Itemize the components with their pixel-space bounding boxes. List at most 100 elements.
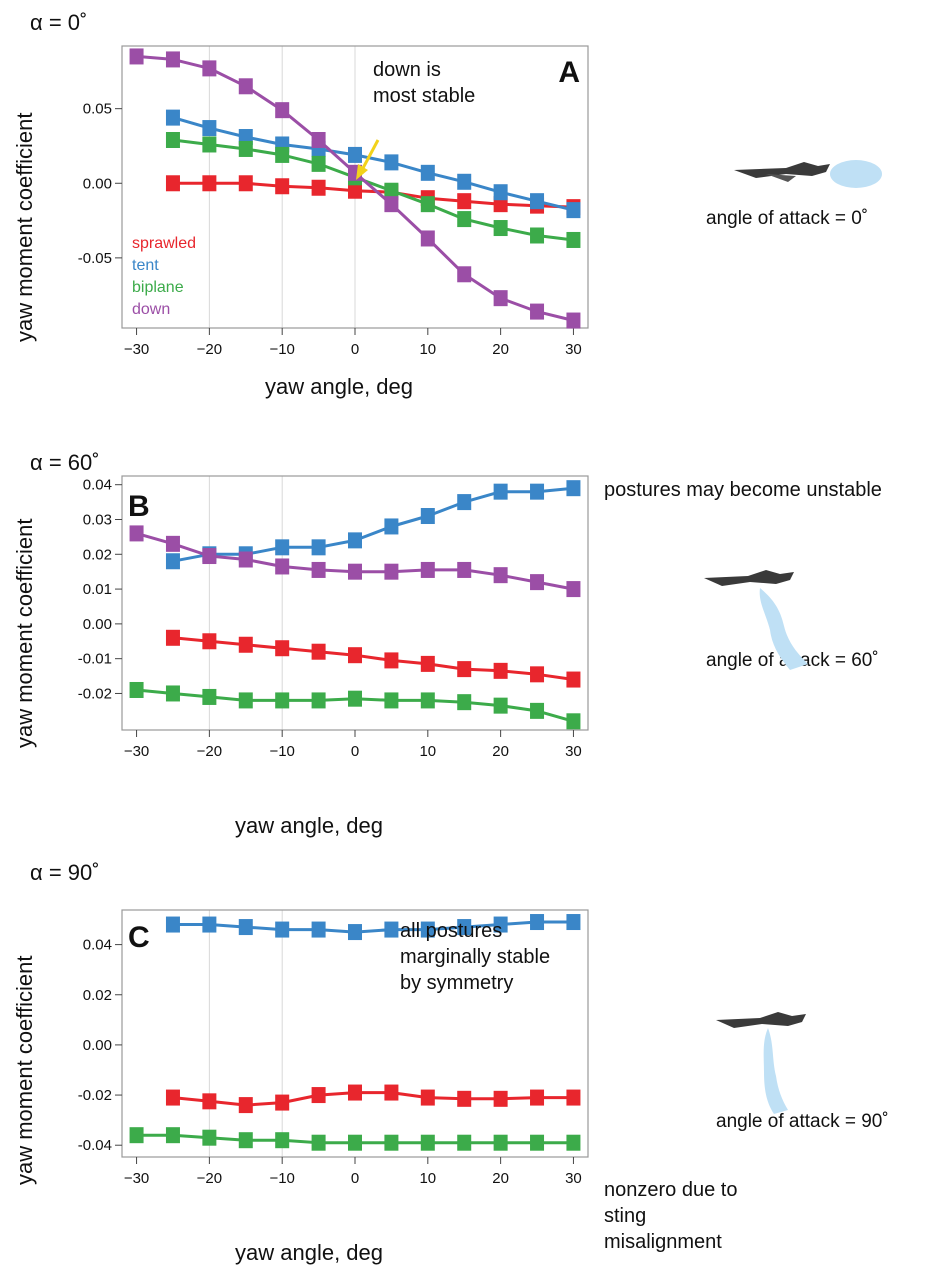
y-tick-label: 0.03 (83, 511, 112, 528)
data-point-down (420, 230, 435, 247)
panel-a-x-axis-label: yaw angle, deg (265, 374, 413, 399)
data-point-biplane (566, 1134, 581, 1151)
y-tick-label: 0.04 (83, 937, 112, 954)
data-point-sprawled (238, 175, 253, 192)
data-point-biplane (384, 692, 399, 709)
data-point-biplane (311, 692, 326, 709)
data-point-tent (311, 539, 326, 556)
inline-annotation: marginally stable (400, 946, 550, 968)
panel-b-chart: −30 −20 −10 0 10 20 30 0.04 0.03 0.02 0.01 0.00 -0.0… (78, 475, 589, 760)
panel-c-alpha-title: α = 90˚ (30, 860, 100, 885)
data-point-biplane (493, 697, 508, 714)
data-point-biplane (129, 1127, 144, 1144)
data-point-down (238, 551, 253, 568)
data-point-sprawled (493, 1090, 508, 1107)
arrow-icon (360, 139, 380, 171)
data-point-tent (530, 483, 545, 500)
data-point-biplane (165, 1127, 180, 1144)
data-point-tent (493, 916, 508, 933)
data-point-biplane (457, 1134, 472, 1151)
data-point-down (275, 102, 290, 119)
data-point-down (129, 525, 144, 542)
panel-c-x-axis-label: yaw angle, deg (235, 1240, 383, 1265)
data-point-down (311, 132, 326, 148)
data-point-down (493, 567, 508, 584)
y-tick-label: -0.02 (78, 685, 112, 702)
data-point-sprawled (275, 1094, 290, 1111)
panel-label: C (128, 921, 150, 954)
x-tick-label: 20 (492, 1170, 509, 1187)
series-line-tent (173, 920, 574, 934)
data-point-biplane (457, 211, 472, 228)
data-point-biplane (348, 690, 362, 707)
legend-entry-sprawled: sprawled (132, 235, 196, 252)
x-tick-label: 10 (419, 743, 436, 760)
x-tick-label: 30 (565, 1170, 582, 1187)
data-point-down (165, 535, 180, 552)
data-point-down (457, 561, 472, 578)
data-point-sprawled (493, 662, 508, 679)
gecko-glider-icon (734, 160, 882, 188)
data-point-sprawled (566, 1089, 581, 1106)
panel-a-aoa-caption: angle of attack = 0˚ (706, 208, 869, 229)
data-point-tent (238, 919, 253, 936)
data-point-sprawled (311, 1087, 326, 1104)
data-point-sprawled (275, 178, 290, 195)
inline-annotation: by symmetry (400, 972, 513, 994)
x-tick-label: −30 (124, 743, 149, 760)
x-tick-label: 10 (419, 1170, 436, 1187)
data-point-tent (165, 553, 180, 570)
data-point-down (311, 561, 326, 578)
data-point-tent (348, 532, 362, 549)
data-point-tent (457, 173, 472, 190)
data-point-sprawled (202, 175, 217, 192)
data-point-down (530, 303, 545, 320)
x-tick-label: −10 (269, 743, 294, 760)
data-point-sprawled (238, 636, 253, 653)
data-point-tent (384, 921, 399, 938)
data-point-down (348, 563, 362, 580)
data-point-down (566, 581, 581, 598)
data-point-down (384, 196, 399, 213)
panel-c-aoa-caption: angle of attack = 90˚ (716, 1111, 889, 1132)
inline-annotation: most stable (373, 85, 475, 107)
x-tick-label: 20 (492, 341, 509, 358)
x-tick-label: −30 (124, 341, 149, 358)
panel-b: α = 60˚ yaw moment coefficient yaw angle… (0, 440, 946, 860)
gecko-glider-icon (704, 570, 808, 670)
data-point-down (202, 60, 217, 77)
y-tick-label: 0.04 (83, 477, 112, 494)
panel-label: B (128, 490, 150, 523)
data-point-biplane (530, 1134, 545, 1151)
x-tick-label: −10 (269, 341, 294, 358)
series-line-tent (172, 486, 574, 563)
data-point-biplane (420, 1134, 435, 1151)
data-point-biplane (238, 140, 253, 157)
data-point-biplane (420, 196, 435, 213)
data-point-sprawled (457, 193, 472, 210)
data-point-sprawled (202, 633, 217, 650)
panel-b-alpha-title: α = 60˚ (30, 450, 100, 475)
data-point-sprawled (275, 640, 290, 657)
series-line-sprawled (172, 1091, 574, 1107)
panel-label: A (558, 56, 580, 89)
series-line-tent (172, 116, 574, 212)
x-tick-label: −10 (269, 1170, 294, 1187)
x-tick-label: 30 (565, 341, 582, 358)
data-point-biplane (165, 685, 180, 702)
data-point-tent (457, 919, 472, 936)
data-point-sprawled (384, 652, 399, 669)
data-point-tent (530, 914, 545, 931)
data-point-tent (348, 146, 362, 163)
data-point-biplane (493, 1134, 508, 1151)
y-tick-label: -0.04 (78, 1137, 112, 1154)
data-point-down (530, 574, 545, 591)
panel-a: α = 0˚ yaw moment coefficient yaw angle,… (0, 0, 946, 410)
data-point-biplane (275, 146, 290, 163)
x-tick-label: −20 (197, 743, 222, 760)
data-point-biplane (493, 220, 508, 237)
data-point-down (165, 51, 180, 68)
data-point-biplane (348, 1134, 362, 1151)
data-point-tent (566, 914, 581, 931)
